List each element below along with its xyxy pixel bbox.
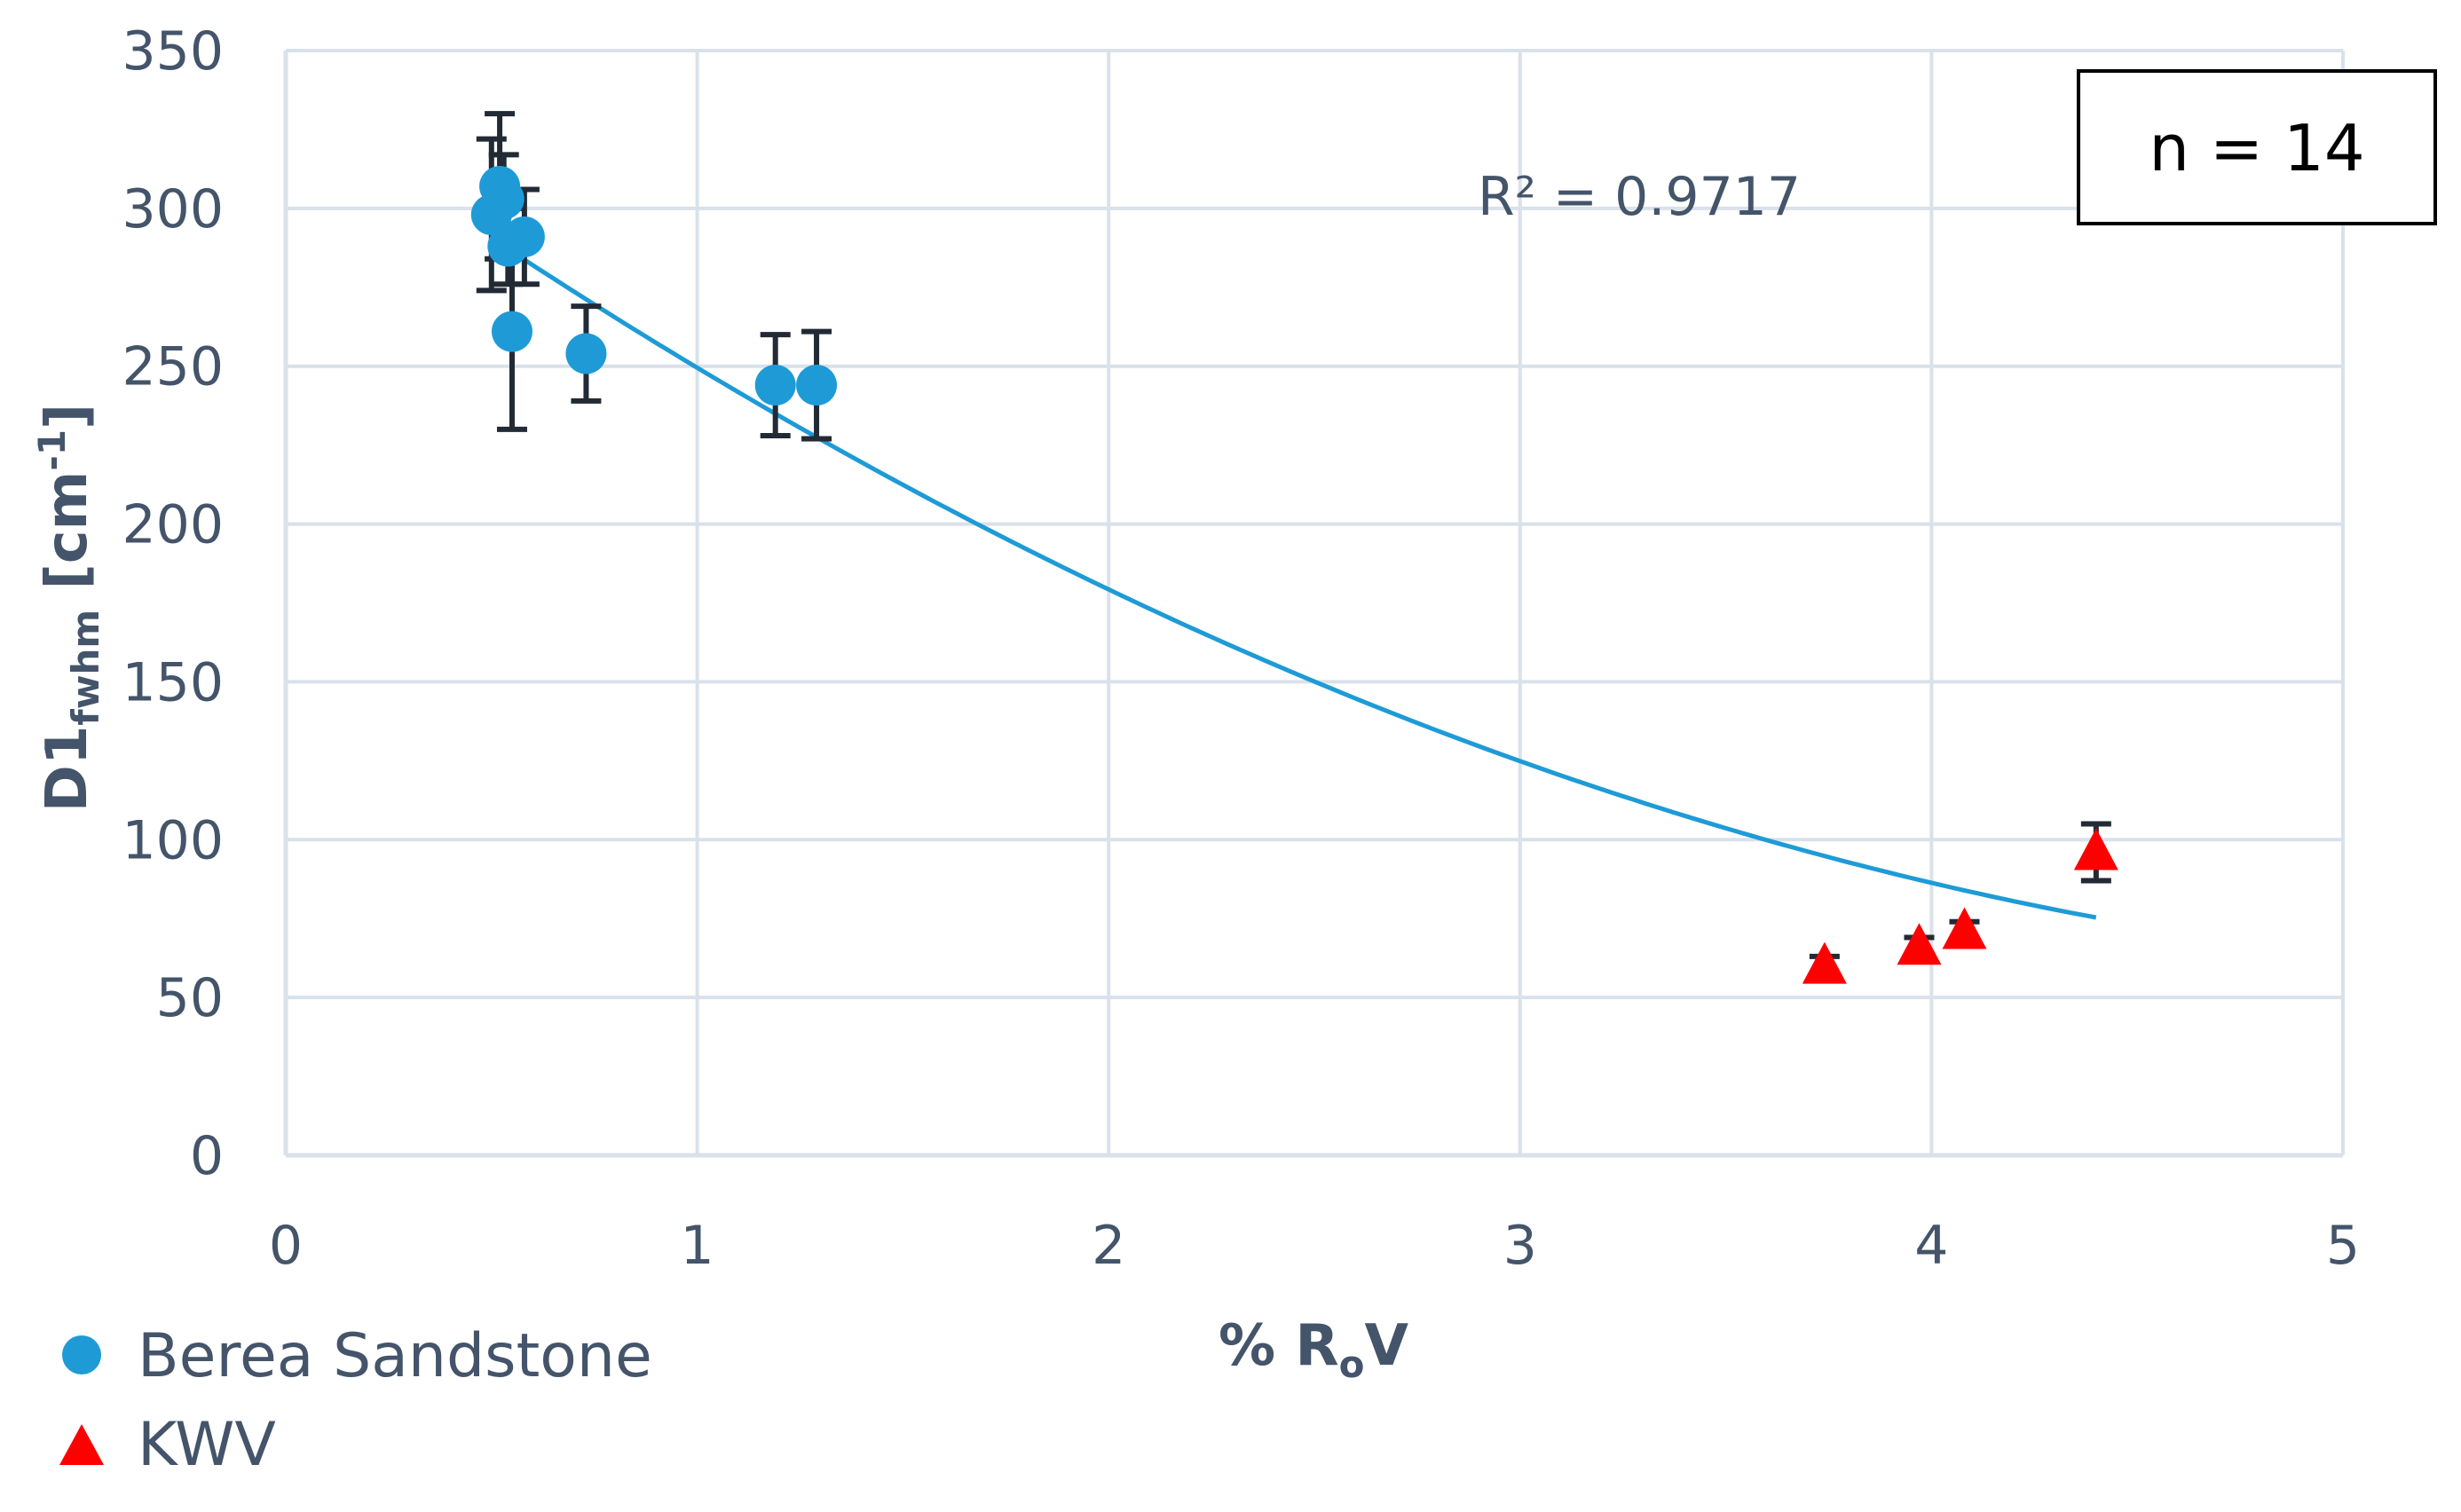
berea-point — [503, 216, 545, 257]
y-tick-label: 0 — [190, 1125, 224, 1187]
legend-label-berea: Berea Sandstone — [138, 1321, 652, 1391]
kwv-point — [1897, 923, 1942, 965]
berea-point — [491, 311, 532, 352]
kwv-point — [1802, 941, 1847, 984]
legend-item-kwv: KWV — [59, 1410, 276, 1480]
y-tick-label: 150 — [122, 651, 224, 713]
y-tick-label: 100 — [122, 809, 224, 871]
sample-size-label: n = 14 — [2149, 111, 2364, 185]
r-squared-annotation: R² = 0.9717 — [1478, 166, 1801, 228]
legend-triangle-marker — [59, 1424, 104, 1465]
kwv-point — [1942, 907, 1987, 949]
legend: Berea Sandstone KWV — [59, 1321, 652, 1480]
kwv-point — [2073, 828, 2118, 870]
berea-point — [565, 333, 607, 374]
y-tick-labels: 0 50 100 150 200 250 300 350 — [122, 20, 224, 1187]
x-tick-label: 2 — [1092, 1215, 1125, 1277]
berea-point — [754, 365, 796, 406]
x-tick-label: 3 — [1503, 1215, 1537, 1277]
berea-point — [796, 365, 838, 406]
berea-point — [483, 178, 525, 220]
x-tick-label: 1 — [681, 1215, 714, 1277]
y-tick-label: 50 — [156, 967, 224, 1029]
error-bars — [476, 111, 2111, 979]
y-tick-label: 200 — [122, 494, 224, 556]
x-tick-label: 5 — [2326, 1215, 2360, 1277]
sample-size-box: n = 14 — [2077, 69, 2437, 225]
trendline-curve — [510, 249, 2097, 920]
axes — [283, 51, 2343, 1158]
x-tick-label: 4 — [1914, 1215, 1948, 1277]
trendline — [510, 249, 2097, 920]
y-tick-label: 350 — [122, 20, 224, 83]
x-tick-labels: 0 1 2 3 4 5 — [269, 1215, 2360, 1277]
y-tick-label: 250 — [122, 336, 224, 398]
y-axis-title: D1fwhm [cm-1] — [30, 404, 107, 812]
data-points — [470, 165, 2118, 984]
grid — [286, 49, 2345, 1155]
legend-label-kwv: KWV — [138, 1410, 276, 1480]
x-axis-title: % RoV — [1219, 1313, 1409, 1386]
legend-item-berea: Berea Sandstone — [62, 1321, 652, 1391]
legend-circle-marker — [62, 1335, 101, 1374]
y-tick-label: 300 — [122, 178, 224, 240]
x-tick-label: 0 — [269, 1215, 303, 1277]
